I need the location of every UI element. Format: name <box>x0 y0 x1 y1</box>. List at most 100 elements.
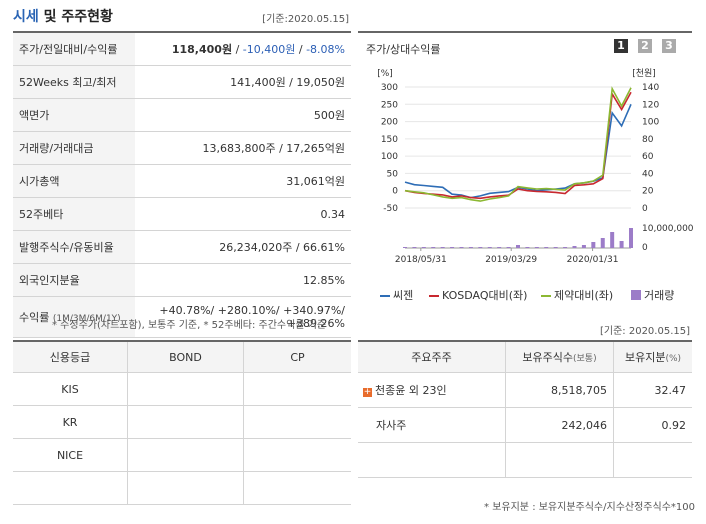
returns-values: +40.78%/ +280.10%/ +340.97%/+389.26% <box>135 296 351 338</box>
quote-label: 수익률 (1M/3M/6M/1Y) <box>13 296 135 338</box>
table-row <box>13 471 351 505</box>
chart-page-1-button[interactable]: 1 <box>614 39 628 53</box>
volume-bars <box>403 228 633 248</box>
holder-pct: 0.92 <box>613 407 692 443</box>
quote-label: 주가/전일대비/수익률 <box>13 32 135 66</box>
table-row: KR <box>13 405 351 439</box>
volume-bar <box>403 247 407 248</box>
chart-gridlines <box>405 86 631 249</box>
change-value: -10,400원 <box>242 43 296 56</box>
right-tick-label: 140 <box>642 83 659 93</box>
x-tick-label: 2019/03/29 <box>485 255 537 265</box>
holders-header: 주요주주 <box>358 341 506 373</box>
credit-cp <box>243 471 351 505</box>
table-row: + 천종윤 외 23인 8,518,705 32.47 <box>358 372 692 408</box>
volume-bar <box>544 247 549 248</box>
credit-rating-table: 신용등급 BOND CP KIS KR NICE <box>13 340 351 505</box>
legend-label: 거래량 <box>644 289 675 302</box>
legend-label: 제약대비(좌) <box>554 289 614 302</box>
credit-cp <box>243 438 351 472</box>
holder-shares: 8,518,705 <box>505 372 614 408</box>
return-1m: +40.78% <box>159 304 211 317</box>
major-holders-table: 주요주주 보유주식수(보통) 보유지분(%) + 천종윤 외 23인 8,518,… <box>358 340 692 478</box>
holders-header-label: 보유주식수 <box>522 351 573 364</box>
volume-bar <box>581 245 586 248</box>
holder-name: 자사주 <box>358 407 506 443</box>
holder-name: 천종윤 외 23인 <box>375 384 447 397</box>
volume-bar <box>431 247 436 248</box>
credit-agency: KIS <box>13 372 128 406</box>
return-6m: +340.97% <box>283 304 342 317</box>
quote-value: 12.85% <box>135 263 351 297</box>
holder-shares <box>505 442 614 478</box>
chart-page-3-button[interactable]: 3 <box>662 39 676 53</box>
rate-value: -8.08% <box>306 43 345 56</box>
holders-base-date: [기준: 2020.05.15] <box>600 326 691 337</box>
holders-footnote: * 보유지분 : 보유지분주식수/지수산정주식수*100 <box>484 502 695 513</box>
right-tick-label: 60 <box>642 152 654 162</box>
left-tick-label: 50 <box>387 169 399 179</box>
quote-value: 141,400원 / 19,050원 <box>135 65 351 99</box>
quote-value: 500원 <box>135 98 351 132</box>
chart-lines <box>404 86 632 202</box>
left-tick-label: 200 <box>381 118 398 128</box>
quote-row: 외국인지분율 12.85% <box>13 263 351 297</box>
volume-bar <box>497 247 502 248</box>
table-row <box>358 442 692 478</box>
quote-value: 26,234,020주 / 66.61% <box>135 230 351 264</box>
holder-name <box>358 442 506 478</box>
left-tick-label: 250 <box>381 100 398 110</box>
volume-bar <box>487 247 492 248</box>
credit-bond <box>127 405 244 439</box>
expand-plus-icon[interactable]: + <box>363 387 372 397</box>
quote-row: 수익률 (1M/3M/6M/1Y) +40.78%/ +280.10%/ +34… <box>13 296 351 338</box>
volume-bar <box>610 232 615 248</box>
volume-bar <box>591 242 596 248</box>
quote-row: 거래량/거래대금 13,683,800주 / 17,265억원 <box>13 131 351 165</box>
legend-label: KOSDAQ대비(좌) <box>442 289 528 302</box>
table-row: NICE <box>13 438 351 472</box>
volume-bar <box>553 247 558 248</box>
quote-row: 52주베타 0.34 <box>13 197 351 231</box>
chart-page-2-button[interactable]: 2 <box>638 39 652 53</box>
credit-header: CP <box>243 341 351 373</box>
quote-label: 발행주식수/유동비율 <box>13 230 135 264</box>
series-line <box>404 91 632 200</box>
quote-table: 주가/전일대비/수익률 118,400원 / -10,400원 / -8.08%… <box>13 31 351 338</box>
volume-bar <box>506 247 511 248</box>
section-title-accent: 시세 <box>13 9 39 25</box>
series-line <box>404 103 632 199</box>
quote-row: 시가총액 31,061억원 <box>13 164 351 198</box>
credit-agency <box>13 471 128 505</box>
holder-shares: 242,046 <box>505 407 614 443</box>
quote-value: 13,683,800주 / 17,265억원 <box>135 131 351 165</box>
return-1y: +389.26% <box>286 317 345 330</box>
left-tick-label: 100 <box>381 152 398 162</box>
volume-bar <box>478 247 483 248</box>
volume-axis-zero: 0 <box>642 243 648 253</box>
credit-bond <box>127 438 244 472</box>
quote-row: 52Weeks 최고/최저 141,400원 / 19,050원 <box>13 65 351 99</box>
holder-name-cell[interactable]: + 천종윤 외 23인 <box>358 372 506 408</box>
chart-header: 주가/상대수익률 1 2 3 <box>358 31 692 61</box>
quote-row: 주가/전일대비/수익률 118,400원 / -10,400원 / -8.08% <box>13 32 351 66</box>
volume-bar <box>534 247 539 248</box>
credit-agency: NICE <box>13 438 128 472</box>
base-date: [기준:2020.05.15] <box>262 14 349 25</box>
table-row: 자사주 242,046 0.92 <box>358 407 692 443</box>
volume-bar <box>572 246 577 248</box>
credit-bond <box>127 372 244 406</box>
credit-bond <box>127 471 244 505</box>
volume-bar <box>459 247 464 248</box>
volume-bar <box>525 247 530 248</box>
chart-header-label: 주가/상대수익률 <box>366 43 441 56</box>
quote-label: 52주베타 <box>13 197 135 231</box>
left-tick-label: -50 <box>383 204 398 214</box>
holder-pct <box>613 442 692 478</box>
holders-header-unit: (%) <box>665 354 682 364</box>
volume-bar <box>619 241 624 248</box>
holder-pct: 32.47 <box>613 372 692 408</box>
quote-value: 118,400원 / -10,400원 / -8.08% <box>135 32 351 66</box>
right-tick-label: 80 <box>642 135 654 145</box>
right-tick-label: 100 <box>642 118 659 128</box>
